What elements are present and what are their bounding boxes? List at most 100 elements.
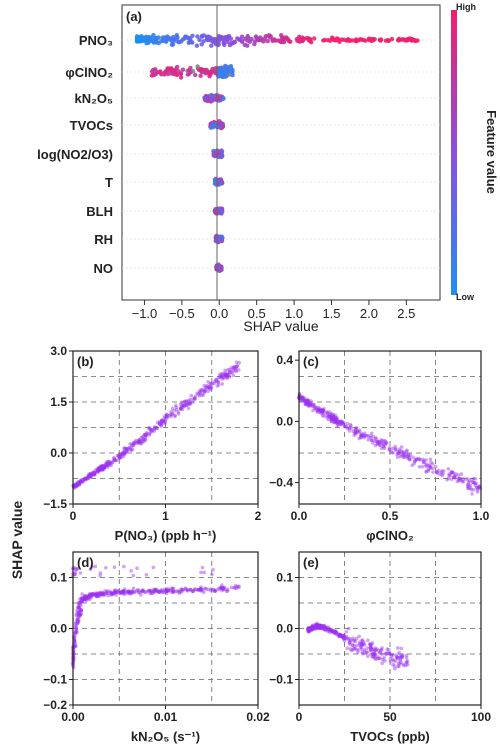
data-point (353, 431, 357, 436)
data-point (98, 468, 103, 472)
data-point (101, 466, 106, 471)
data-point (171, 589, 175, 593)
data-point (75, 608, 79, 613)
data-point (349, 426, 354, 431)
data-point (380, 661, 385, 666)
data-point (315, 624, 320, 629)
shap-point (253, 34, 259, 39)
data-point (326, 625, 331, 629)
y-tick-label: 0.0 (50, 446, 67, 460)
data-point (161, 420, 166, 425)
data-point (234, 583, 238, 588)
data-point (321, 409, 326, 413)
x-tick-label: 0.02 (246, 710, 270, 724)
data-point (75, 567, 80, 571)
feature-label: φClNO₂ (65, 65, 113, 80)
shap-point (210, 66, 215, 72)
data-point (110, 460, 115, 465)
data-point (218, 374, 223, 379)
data-point (404, 660, 409, 665)
data-point (307, 627, 312, 631)
data-point (78, 612, 82, 617)
x-tick-label: 0.0 (210, 306, 228, 321)
data-point (395, 449, 400, 454)
data-point (326, 414, 331, 419)
data-point (157, 421, 162, 426)
feature-label: kN₂O₅ (75, 91, 114, 106)
data-point (401, 449, 405, 454)
data-point (96, 593, 101, 598)
data-point (328, 414, 333, 419)
shap-point (212, 36, 217, 42)
data-point (162, 419, 167, 423)
data-point (427, 463, 431, 468)
data-point (477, 484, 481, 488)
data-point (389, 654, 394, 658)
data-point (98, 591, 102, 596)
shap-point (353, 37, 359, 42)
data-point (209, 386, 213, 391)
data-point (129, 447, 133, 452)
data-point (76, 621, 80, 625)
x-axis-label: kN₂O₅ (s⁻¹) (131, 729, 200, 744)
data-point (162, 590, 167, 595)
data-point (315, 624, 320, 629)
data-point (369, 438, 374, 443)
data-point (127, 590, 132, 594)
data-point (93, 564, 98, 569)
data-point (179, 587, 184, 591)
data-point (399, 445, 404, 449)
data-point (144, 432, 148, 437)
data-point (223, 371, 228, 375)
data-point (147, 426, 151, 431)
data-point (121, 590, 125, 595)
data-point (137, 438, 141, 443)
data-point (149, 428, 153, 433)
data-point (225, 375, 229, 380)
panel-label: (d) (77, 555, 94, 570)
data-point (124, 591, 128, 595)
data-point (88, 593, 93, 598)
data-point (73, 630, 78, 635)
data-point (306, 398, 311, 403)
shap-point (175, 35, 180, 40)
data-point (221, 587, 226, 592)
data-point (74, 483, 79, 488)
data-point (357, 641, 362, 646)
data-point (185, 588, 190, 592)
data-point (123, 589, 128, 594)
data-point (93, 592, 98, 597)
data-point (299, 396, 304, 400)
data-point (173, 414, 177, 419)
data-point (310, 626, 315, 631)
data-point (100, 591, 105, 595)
data-point (315, 625, 320, 630)
shap-point (405, 38, 410, 43)
data-point (355, 428, 360, 433)
data-point (342, 424, 347, 429)
data-point (318, 624, 323, 629)
data-point (95, 592, 100, 597)
shap-point (370, 37, 375, 42)
data-point (314, 623, 319, 627)
data-point (138, 590, 142, 595)
data-point (356, 648, 361, 652)
data-point (368, 648, 373, 653)
data-point (132, 441, 136, 445)
data-point (334, 631, 339, 636)
x-tick-label: 100 (471, 710, 491, 724)
panel-a-label: (a) (126, 9, 142, 24)
data-point (128, 442, 132, 446)
data-point (83, 476, 88, 481)
data-point (476, 486, 481, 490)
y-tick-label: 3.0 (50, 344, 67, 358)
data-point (74, 627, 79, 632)
data-point (349, 638, 353, 642)
data-point (347, 641, 352, 645)
data-point (101, 467, 105, 472)
data-point (358, 640, 362, 644)
data-point (336, 420, 341, 424)
data-point (89, 592, 94, 596)
data-point (454, 472, 459, 476)
